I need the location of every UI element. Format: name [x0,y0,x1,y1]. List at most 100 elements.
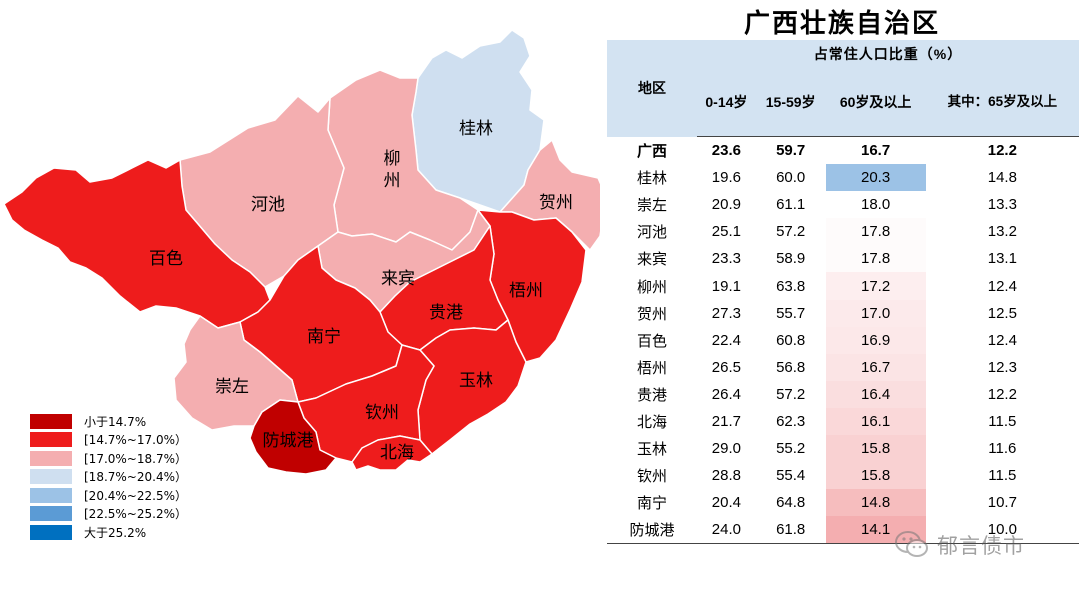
legend-label: [22.5%~25.2%） [84,507,187,522]
cell-value: 16.7 [861,142,891,160]
guangxi-map: 桂林 柳 州 贺州 河池 百色 来宾 梧州 贵港 南宁 崇左 玉林 钦州 防城港… [3,29,600,475]
legend-item: 小于14.7% [30,412,187,431]
cell-value: 16.9 [825,326,926,354]
cell-value: 60.0 [776,169,806,187]
map-label-nanning: 南宁 [307,327,341,347]
region-header: 地区 [607,40,697,137]
cell-value: 63.8 [776,277,806,295]
group-header: 占常住人口比重（%） [697,40,1079,68]
cell-value: 22.4 [711,331,741,349]
legend-item: 大于25.2% [30,523,187,542]
cell-value: 12.2 [987,142,1017,160]
table-row: 百色 22.4 60.8 16.9 12.4 [607,326,1079,354]
legend-label: [20.4%~22.5%） [84,488,187,503]
cell-value: 64.8 [776,494,806,512]
row-region: 防城港 [607,516,697,545]
cell-value: 13.2 [987,223,1017,241]
table-row: 贺州 27.3 55.7 17.0 12.5 [607,299,1079,327]
watermark: 郁言债市 [895,528,1075,562]
legend-item: [22.5%~25.2%） [30,505,187,524]
cell-value: 13.3 [987,196,1017,214]
cell-value: 25.1 [711,223,741,241]
cell-value: 23.3 [711,250,741,268]
map-label-hechi: 河池 [251,195,285,215]
table-row: 柳州 19.1 63.8 17.2 12.4 [607,272,1079,300]
cell-value: 21.7 [711,412,741,430]
cell-value: 55.4 [776,467,806,485]
cell-value: 27.3 [711,304,741,322]
legend-item: [20.4%~22.5%） [30,486,187,505]
map-label-baise: 百色 [149,249,183,269]
cell-value: 20.3 [825,164,926,192]
table-row: 钦州 28.8 55.4 15.8 11.5 [607,462,1079,490]
cell-value: 62.3 [776,412,806,430]
legend-label: 大于25.2% [84,525,147,540]
map-label-wuzhou: 梧州 [509,281,543,301]
table-row: 防城港 24.0 61.8 14.1 10.0 [607,516,1079,545]
age-structure-table: 地区 占常住人口比重（%） 0-14岁 15-59岁 60岁及以上 其中：65岁… [607,40,1079,545]
legend-swatch [30,524,72,540]
row-region: 河池 [636,223,667,242]
table-row: 来宾 23.3 58.9 17.8 13.1 [607,245,1079,273]
table-row: 贵港 26.4 57.2 16.4 12.2 [607,380,1079,408]
cell-value: 57.2 [776,385,806,403]
wechat-icon [895,531,928,557]
table-row: 崇左 20.9 61.1 18.0 13.3 [607,191,1079,219]
row-region: 崇左 [636,196,667,215]
cell-value: 29.0 [711,440,741,458]
cell-value: 17.0 [825,299,926,327]
cell-value: 26.4 [711,385,741,403]
cell-value: 18.0 [825,191,926,219]
cell-value: 16.1 [825,407,926,436]
cell-value: 10.7 [987,494,1017,512]
map-label-guigang: 贵港 [429,303,463,323]
cell-value: 14.8 [825,489,926,517]
cell-value: 20.9 [711,196,741,214]
cell-value: 11.5 [988,467,1017,485]
legend-label: [18.7%~20.4%） [84,470,187,485]
table-row: 广西 23.6 59.7 16.7 12.2 [607,137,1079,165]
cell-value: 24.0 [697,516,756,545]
table-row: 桂林 19.6 60.0 20.3 14.8 [607,164,1079,192]
row-region: 贺州 [636,304,667,323]
row-region: 柳州 [636,277,667,296]
row-region: 南宁 [636,494,667,513]
cell-value: 61.8 [755,516,826,545]
table-body: 广西 23.6 59.7 16.7 12.2 桂林 19.6 60.0 20.3 14.8 崇左 20… [607,137,1079,545]
cell-value: 26.5 [711,358,741,376]
map-label-beihai: 北海 [380,443,414,463]
legend-swatch [30,506,72,522]
legend-swatch [30,432,72,448]
cell-value: 12.4 [987,277,1017,295]
row-region: 钦州 [636,467,667,486]
table-row: 玉林 29.0 55.2 15.8 11.6 [607,435,1079,463]
cell-value: 13.1 [987,250,1017,268]
cell-value: 19.1 [711,277,741,295]
cell-value: 59.7 [776,142,806,160]
cell-value: 12.3 [987,358,1017,376]
legend-item: [17.0%~18.7%） [30,449,187,468]
cell-value: 16.7 [825,353,926,381]
cell-value: 12.4 [987,331,1017,349]
map-legend: 小于14.7% [14.7%~17.0%） [17.0%~18.7%） [18.… [30,412,187,542]
cell-value: 11.6 [988,440,1017,458]
map-label-liuzhou-2: 州 [384,171,401,191]
row-region: 桂林 [636,169,667,188]
cell-value: 12.5 [987,304,1017,322]
watermark-text: 郁言债市 [937,534,1025,558]
cell-value: 11.5 [988,412,1017,430]
table-row: 梧州 26.5 56.8 16.7 12.3 [607,353,1079,381]
row-region: 玉林 [636,440,667,459]
cell-value: 14.8 [987,169,1017,187]
table-row: 南宁 20.4 64.8 14.8 10.7 [607,489,1079,517]
legend-swatch [30,413,72,429]
cell-value: 17.2 [825,272,926,300]
row-region: 北海 [636,412,667,431]
row-region: 贵港 [636,385,667,404]
legend-label: [14.7%~17.0%） [84,433,187,448]
cell-value: 12.2 [987,385,1017,403]
map-label-guilin: 桂林 [459,119,493,139]
cell-value: 16.4 [825,380,926,408]
map-label-qinzhou: 钦州 [365,403,399,423]
map-label-chongzuo: 崇左 [215,377,249,397]
